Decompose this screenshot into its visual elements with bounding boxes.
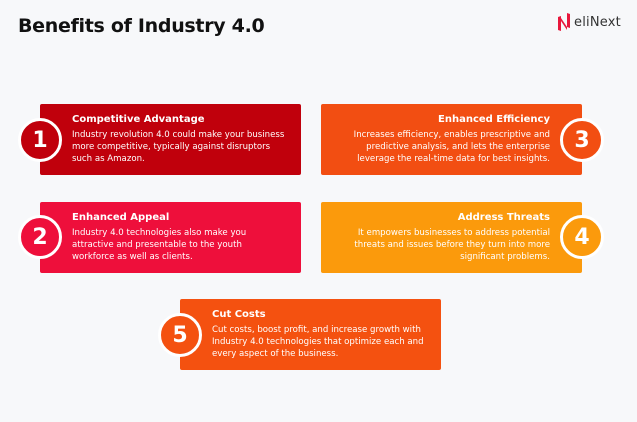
number-badge-3: 3 <box>560 118 604 162</box>
card-cut-costs: Cut Costs Cut costs, boost profit, and i… <box>180 299 441 370</box>
card-title: Enhanced Appeal <box>72 212 170 223</box>
page-title: Benefits of Industry 4.0 <box>18 15 265 37</box>
card-title: Address Threats <box>457 212 550 223</box>
logo-text: eliNext <box>574 14 621 30</box>
card-title: Cut Costs <box>212 309 266 320</box>
card-body: It empowers businesses to address potent… <box>354 228 550 262</box>
card-competitive-advantage: Competitive Advantage Industry revolutio… <box>40 104 301 175</box>
elinext-logo: eliNext <box>558 13 621 31</box>
card-enhanced-appeal: Enhanced Appeal Industry 4.0 technologie… <box>40 202 301 273</box>
card-enhanced-efficiency: Enhanced Efficiency Increases efficiency… <box>321 104 582 175</box>
number-badge-1: 1 <box>18 118 62 162</box>
number-badge-4: 4 <box>560 215 604 259</box>
number-badge-2: 2 <box>18 215 62 259</box>
number-badge-5: 5 <box>158 313 202 357</box>
card-title: Enhanced Efficiency <box>438 114 550 125</box>
card-address-threats: Address Threats It empowers businesses t… <box>321 202 582 273</box>
card-body: Increases efficiency, enables prescripti… <box>353 130 550 164</box>
card-body: Cut costs, boost profit, and increase gr… <box>212 325 424 359</box>
logo-mark-icon <box>558 13 570 31</box>
card-body: Industry revolution 4.0 could make your … <box>72 130 285 164</box>
card-body: Industry 4.0 technologies also make you … <box>72 228 247 262</box>
card-title: Competitive Advantage <box>72 114 205 125</box>
